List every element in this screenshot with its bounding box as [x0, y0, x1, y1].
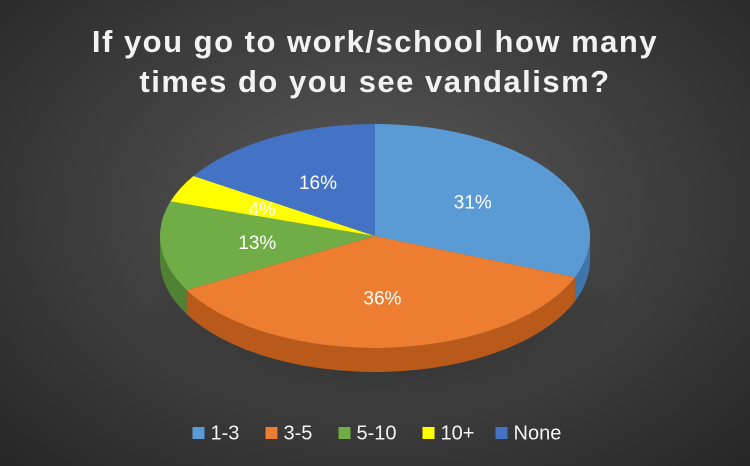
- pie-slice-3-5: [186, 236, 575, 349]
- legend-label-3-5: 3-5: [284, 422, 313, 444]
- legend-swatch-3-5: [265, 427, 278, 439]
- pie-label-1-3: 31%: [454, 192, 492, 213]
- pie-slice-none: [193, 124, 375, 236]
- legend-label-5-10: 5-10: [357, 422, 397, 444]
- legend-item-10plus: 10+: [422, 422, 475, 444]
- legend-item-none: None: [495, 422, 562, 444]
- chart-title-line-1: If you go to work/school how many: [92, 24, 658, 59]
- pie-label-10plus: 4%: [248, 199, 276, 220]
- pie-side-1-3: [574, 236, 590, 302]
- pie-label-3-5: 36%: [363, 289, 401, 310]
- legend-swatch-5-10: [338, 427, 351, 439]
- chart-title-line-2: times do you see vandalism?: [139, 64, 610, 99]
- legend-label-10plus: 10+: [441, 422, 475, 444]
- pie-slice-10plus: [170, 175, 375, 236]
- pie-label-none: 16%: [299, 173, 337, 194]
- legend-item-1-3: 1-3: [192, 422, 240, 444]
- legend-swatch-none: [495, 427, 508, 439]
- pie-sides: [159, 236, 590, 373]
- legend-label-none: None: [514, 422, 562, 444]
- legend-item-3-5: 3-5: [265, 422, 313, 444]
- pie-slice-1-3: [375, 124, 590, 278]
- pie-side-5-10: [159, 236, 187, 314]
- legend-swatch-1-3: [192, 427, 205, 439]
- legend-label-1-3: 1-3: [211, 422, 240, 444]
- pie-slice-5-10: [159, 201, 375, 290]
- legend-item-5-10: 5-10: [338, 422, 397, 444]
- pie-label-5-10: 13%: [238, 233, 276, 254]
- legend: 1-3 3-5 5-10 10+ None: [192, 422, 562, 444]
- legend-swatch-10plus: [422, 427, 435, 439]
- pie-slices: [159, 124, 590, 349]
- pie-labels: 31% 36% 13% 4% 16%: [238, 173, 492, 310]
- pie-side-3-5: [186, 277, 575, 373]
